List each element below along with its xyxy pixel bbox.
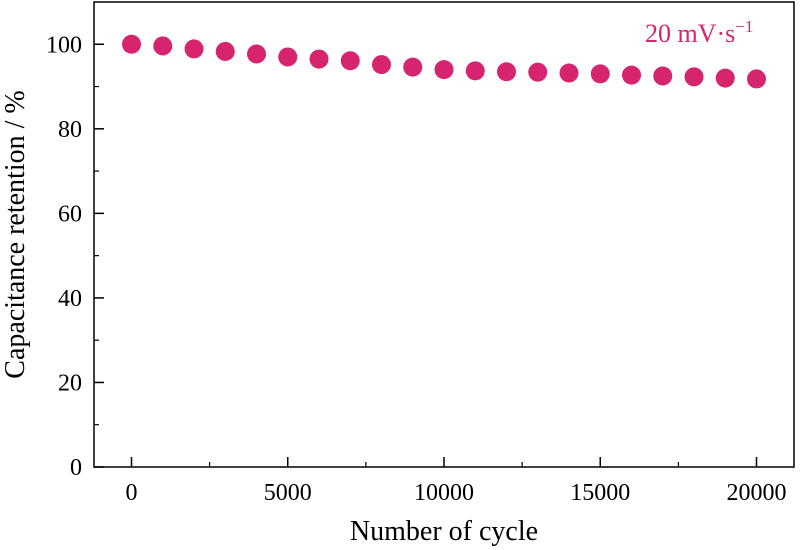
y-tick-label: 0 [70, 455, 82, 481]
tick-labels: 0 5000 10000 15000 20000 0 20 40 60 80 100 [46, 32, 787, 506]
data-point [372, 55, 391, 75]
data-point [684, 67, 704, 87]
x-tick-label: 15000 [570, 480, 630, 506]
data-point [122, 34, 141, 54]
data-point [497, 62, 516, 82]
data-point [590, 64, 610, 84]
y-tick-label: 100 [46, 32, 82, 58]
x-tick-label: 20000 [727, 480, 787, 506]
data-points [122, 34, 766, 89]
data-point [278, 47, 298, 67]
rate-annotation: 20 mV·s−1 [645, 17, 753, 48]
data-point [715, 68, 735, 88]
x-tick-label: 10000 [414, 480, 474, 506]
data-point [465, 61, 485, 81]
y-tick-label: 60 [58, 201, 82, 227]
data-point [215, 41, 235, 61]
data-point [309, 49, 329, 69]
x-tick-label: 0 [126, 480, 138, 506]
data-point [653, 66, 673, 86]
y-tick-label: 80 [58, 117, 82, 143]
ticks [94, 43, 758, 468]
data-point [559, 63, 579, 83]
rate-annotation-superscript: −1 [735, 17, 753, 36]
rate-annotation-text: 20 mV·s [645, 19, 735, 48]
y-tick-label: 40 [58, 286, 82, 312]
data-point [528, 62, 548, 82]
data-point [434, 60, 454, 80]
y-tick-label: 20 [58, 370, 82, 396]
y-axis-title: Capacitance retention / % [0, 90, 31, 378]
data-point [153, 36, 173, 56]
data-point [184, 39, 204, 59]
data-point [340, 51, 360, 71]
data-point [747, 69, 766, 89]
x-tick-label: 5000 [264, 480, 312, 506]
x-axis-title: Number of cycle [350, 516, 538, 547]
data-point [403, 57, 423, 77]
data-point [247, 44, 266, 64]
data-point [622, 65, 641, 85]
